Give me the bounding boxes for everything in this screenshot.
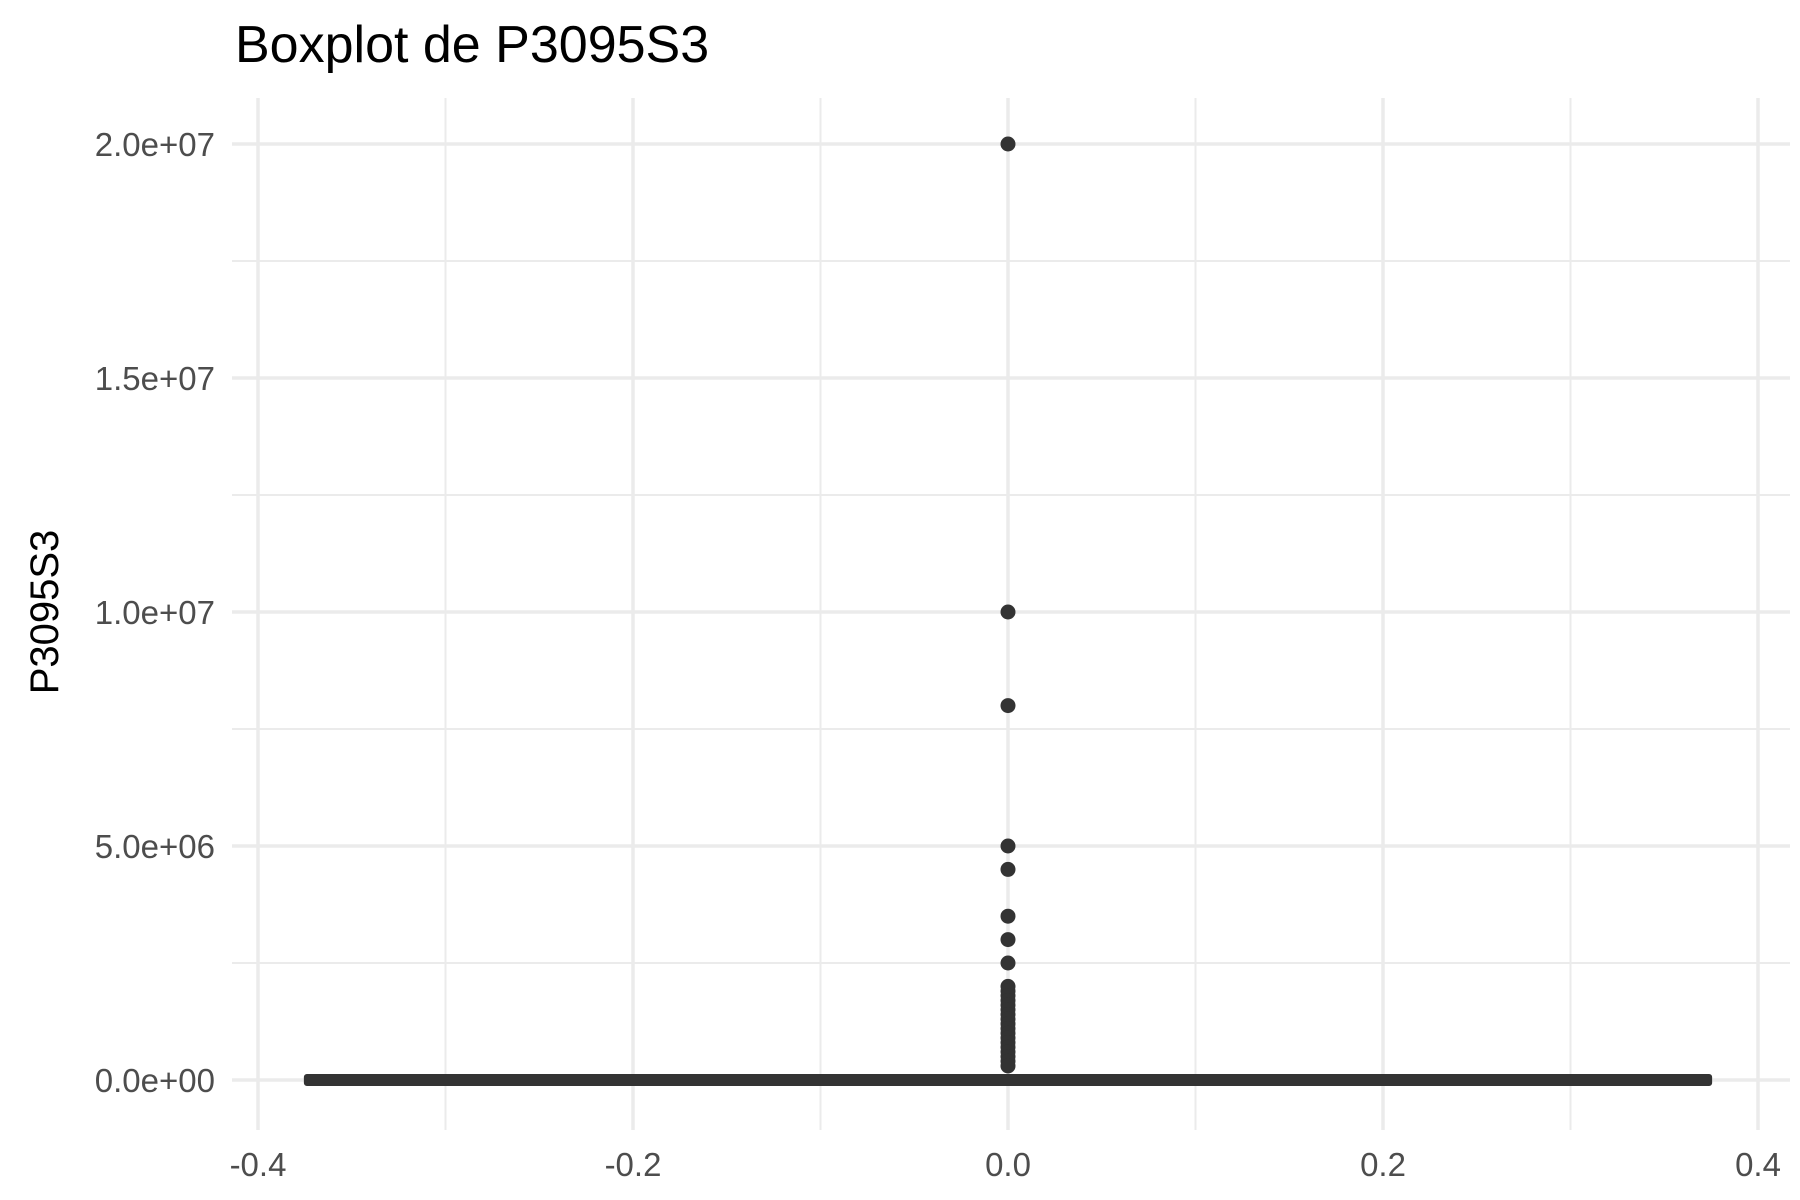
y-axis-title: P3095S3 [23,530,67,695]
x-tick-label: 0.4 [1735,1146,1781,1183]
boxplot [303,136,1713,1086]
tick-labels: -0.4 -0.2 0.0 0.2 0.4 0.0e+00 5.0e+06 1.0e+07 1.… [95,126,1781,1183]
outlier-point [1000,861,1016,877]
outlier-point [1000,955,1016,971]
outlier-point [1000,838,1016,854]
outlier-point [1000,136,1016,152]
outlier-point [1000,604,1016,620]
x-tick-label: 0.2 [1360,1146,1406,1183]
y-tick-label: 2.0e+07 [95,126,215,163]
y-tick-label: 1.0e+07 [95,594,215,631]
outlier-point [1000,1058,1016,1074]
x-tick-label: 0.0 [985,1146,1031,1183]
outlier-point [1000,932,1016,948]
x-tick-label: -0.2 [605,1146,662,1183]
outlier-point [1000,698,1016,714]
y-tick-label: 1.5e+07 [95,360,215,397]
y-tick-label: 0.0e+00 [95,1062,215,1099]
outlier-point [1000,908,1016,924]
y-tick-label: 5.0e+06 [95,828,215,865]
chart-title: Boxplot de P3095S3 [235,16,709,74]
x-tick-label: -0.4 [230,1146,287,1183]
